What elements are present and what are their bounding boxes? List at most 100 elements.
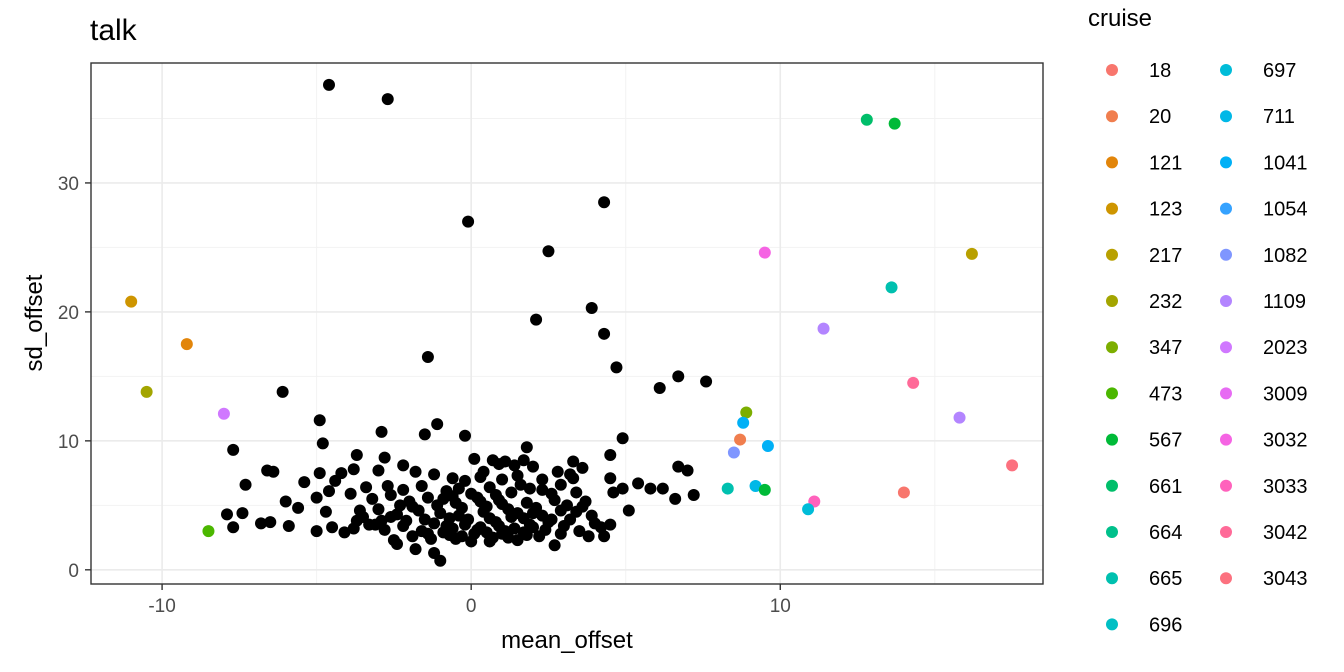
legend-key-1082 (1220, 248, 1232, 261)
point-black (329, 474, 342, 487)
point-black (344, 487, 357, 500)
legend-label-1109: 1109 (1263, 291, 1306, 313)
point-cruise-232 (140, 385, 153, 398)
point-black (292, 501, 305, 514)
point-black (360, 481, 373, 494)
point-black (455, 530, 468, 543)
legend-key-3043 (1220, 572, 1232, 585)
data-points (125, 78, 1019, 567)
point-black (267, 465, 280, 478)
point-black (669, 492, 682, 505)
legend-key-3009 (1220, 387, 1232, 400)
legend-key-696 (1106, 618, 1118, 631)
point-black (588, 517, 601, 530)
point-cruise-123 (125, 295, 138, 308)
legend-key-347 (1106, 341, 1118, 354)
legend-key-665 (1106, 572, 1118, 585)
point-black (610, 361, 623, 374)
legend-key-18 (1106, 64, 1118, 76)
point-black (255, 517, 267, 530)
point-black (477, 465, 490, 478)
point-black (326, 521, 339, 534)
point-cruise-121 (180, 338, 193, 351)
point-black (440, 519, 453, 532)
point-black (530, 313, 543, 326)
y-axis-title: sd_offset (21, 274, 48, 371)
legend-key-697 (1220, 64, 1232, 76)
point-black (567, 472, 580, 485)
point-black (347, 463, 360, 476)
point-black (545, 513, 558, 526)
point-black (350, 449, 363, 462)
point-black (493, 519, 505, 532)
point-black (604, 449, 617, 462)
legend-label-567: 567 (1149, 430, 1182, 452)
point-cruise-3032 (758, 246, 771, 259)
point-black (394, 499, 407, 512)
point-black (428, 517, 441, 530)
point-black (508, 459, 521, 472)
point-black (459, 429, 471, 442)
legend-key-3032 (1220, 433, 1232, 446)
point-black (536, 483, 549, 496)
point-black (474, 495, 487, 508)
point-black (409, 465, 422, 478)
point-black (319, 505, 332, 518)
point-cruise-1109 (953, 411, 966, 424)
point-cruise-1041 (761, 440, 774, 453)
point-black (632, 477, 645, 490)
plot-panel (90, 62, 1044, 585)
legend-label-473: 473 (1149, 383, 1182, 405)
point-black (520, 528, 533, 541)
point-black (462, 215, 475, 228)
point-black (298, 476, 311, 489)
legend-label-697: 697 (1263, 60, 1296, 82)
point-black (431, 418, 444, 431)
point-cruise-20 (734, 433, 747, 446)
point-black (421, 491, 434, 504)
legend-label-3043: 3043 (1263, 568, 1308, 590)
point-cruise-711 (749, 479, 762, 492)
point-black (372, 503, 385, 516)
point-black (480, 526, 493, 539)
point-cruise-347 (740, 406, 753, 419)
legend-key-217 (1106, 248, 1118, 261)
legend-label-3032: 3032 (1263, 430, 1308, 452)
point-black (530, 501, 543, 514)
chart-title: talk (90, 14, 138, 47)
legend-key-20 (1106, 110, 1118, 123)
point-black (505, 486, 518, 499)
point-black (567, 455, 580, 468)
point-black (468, 452, 481, 465)
point-black (310, 491, 323, 504)
point-black (622, 504, 635, 517)
legend-label-232: 232 (1149, 291, 1182, 313)
point-cruise-217 (965, 247, 978, 260)
point-black (489, 489, 502, 502)
point-black (607, 486, 620, 499)
legend-key-3033 (1220, 479, 1232, 492)
point-black (527, 460, 539, 473)
legend-key-664 (1106, 526, 1118, 538)
point-black (533, 530, 546, 543)
point-black (369, 518, 382, 531)
legend-label-347: 347 (1149, 337, 1182, 359)
point-black (656, 482, 669, 495)
legend-label-1082: 1082 (1263, 245, 1308, 267)
point-black (384, 510, 397, 523)
point-black (604, 518, 617, 531)
point-black (604, 472, 617, 485)
point-black (418, 428, 431, 441)
point-black (700, 375, 713, 388)
point-black (616, 432, 629, 445)
legend-key-1054 (1220, 202, 1232, 215)
point-black (313, 414, 326, 427)
point-cruise-665 (721, 482, 734, 495)
point-cruise-3042 (907, 376, 920, 389)
point-black (239, 478, 252, 491)
y-tick-label: 0 (68, 561, 79, 582)
point-black (276, 385, 289, 398)
legend-label-711: 711 (1263, 106, 1295, 128)
point-black (672, 370, 685, 383)
